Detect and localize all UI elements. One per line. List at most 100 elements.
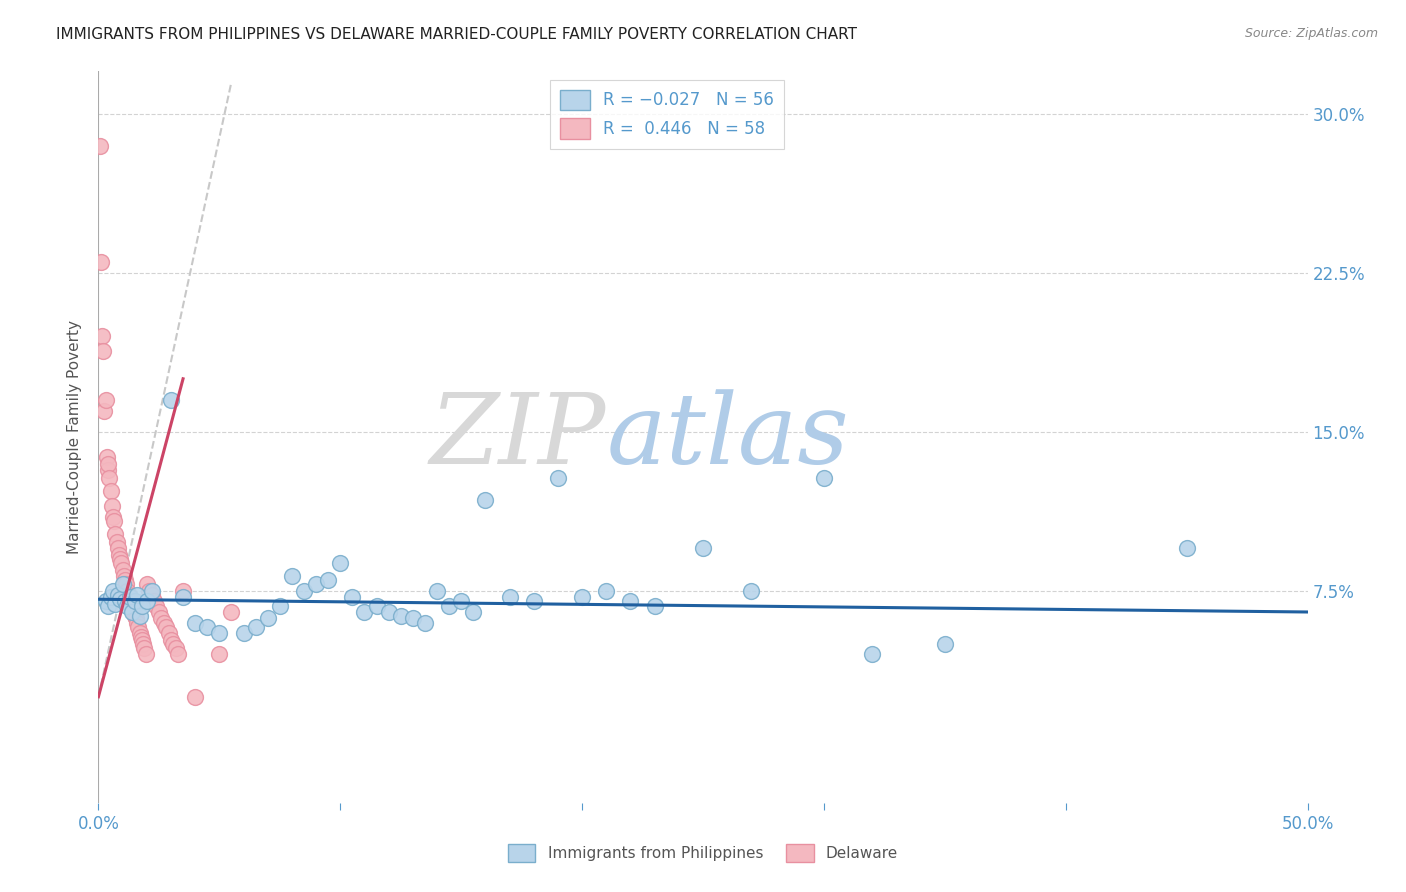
Point	[740, 583, 762, 598]
Point	[402, 611, 425, 625]
Point	[208, 626, 231, 640]
Point	[112, 569, 135, 583]
Point	[184, 615, 207, 630]
Point	[281, 569, 304, 583]
Point	[184, 690, 207, 704]
Point	[129, 631, 152, 645]
Point	[366, 599, 388, 613]
Point	[98, 471, 121, 485]
Point	[101, 509, 124, 524]
Point	[118, 590, 141, 604]
Point	[91, 344, 114, 359]
Text: Source: ZipAtlas.com: Source: ZipAtlas.com	[1244, 27, 1378, 40]
Point	[124, 594, 146, 608]
Point	[124, 609, 146, 624]
Text: ZIP: ZIP	[430, 390, 606, 484]
Point	[692, 541, 714, 556]
Point	[121, 605, 143, 619]
Point	[245, 620, 267, 634]
Point	[160, 632, 183, 647]
Point	[143, 594, 166, 608]
Point	[172, 583, 194, 598]
Point	[94, 392, 117, 407]
Point	[813, 471, 835, 485]
Point	[111, 563, 134, 577]
Point	[377, 605, 399, 619]
Point	[115, 577, 138, 591]
Point	[135, 594, 157, 608]
Point	[91, 329, 114, 343]
Point	[90, 255, 112, 269]
Point	[103, 514, 125, 528]
Point	[152, 615, 174, 630]
Point	[342, 590, 364, 604]
Point	[120, 594, 142, 608]
Point	[316, 573, 339, 587]
Point	[135, 648, 157, 662]
Point	[132, 637, 155, 651]
Point	[1175, 541, 1198, 556]
Point	[127, 588, 149, 602]
Point	[148, 605, 170, 619]
Point	[269, 599, 291, 613]
Point	[114, 573, 136, 587]
Point	[117, 599, 139, 613]
Point	[89, 138, 111, 153]
Point	[121, 599, 143, 613]
Point	[101, 583, 124, 598]
Point	[619, 594, 641, 608]
Point	[118, 588, 141, 602]
Point	[127, 620, 149, 634]
Point	[162, 637, 184, 651]
Point	[150, 611, 173, 625]
Point	[131, 632, 153, 647]
Point	[96, 450, 118, 465]
Point	[256, 611, 278, 625]
Point	[547, 471, 569, 485]
Point	[108, 592, 131, 607]
Text: IMMIGRANTS FROM PHILIPPINES VS DELAWARE MARRIED-COUPLE FAMILY POVERTY CORRELATIO: IMMIGRANTS FROM PHILIPPINES VS DELAWARE …	[56, 27, 858, 42]
Point	[108, 548, 131, 562]
Point	[141, 583, 163, 598]
Point	[437, 599, 460, 613]
Point	[221, 605, 243, 619]
Point	[450, 594, 472, 608]
Point	[165, 640, 187, 655]
Point	[93, 403, 115, 417]
Point	[232, 626, 254, 640]
Point	[125, 611, 148, 625]
Point	[100, 484, 122, 499]
Point	[97, 457, 120, 471]
Point	[353, 605, 375, 619]
Point	[131, 599, 153, 613]
Y-axis label: Married-Couple Family Poverty: Married-Couple Family Poverty	[67, 320, 83, 554]
Point	[523, 594, 546, 608]
Point	[118, 590, 141, 604]
Point	[389, 609, 412, 624]
Point	[172, 590, 194, 604]
Point	[860, 648, 883, 662]
Point	[117, 583, 139, 598]
Point	[104, 597, 127, 611]
Point	[100, 590, 122, 604]
Point	[111, 577, 134, 591]
Point	[128, 626, 150, 640]
Point	[157, 626, 180, 640]
Point	[426, 583, 449, 598]
Point	[595, 583, 617, 598]
Point	[122, 605, 145, 619]
Point	[160, 392, 183, 407]
Point	[463, 605, 485, 619]
Point	[145, 599, 167, 613]
Point	[644, 599, 666, 613]
Point	[305, 577, 328, 591]
Point	[329, 556, 352, 570]
Point	[107, 541, 129, 556]
Point	[114, 594, 136, 608]
Point	[128, 609, 150, 624]
Point	[127, 615, 149, 630]
Point	[107, 588, 129, 602]
Point	[208, 648, 231, 662]
Point	[100, 499, 122, 513]
Point	[105, 535, 128, 549]
